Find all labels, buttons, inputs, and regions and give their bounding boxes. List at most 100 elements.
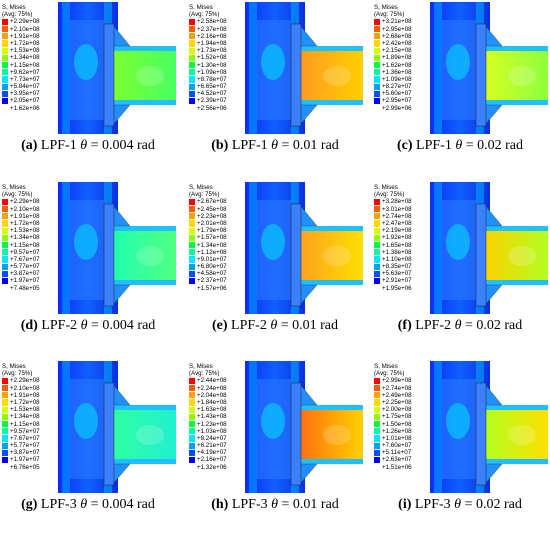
legend-swatch: [189, 242, 195, 249]
legend-value: +2.29e+08: [10, 18, 40, 26]
theta-symbol: θ: [80, 318, 88, 333]
legend-subtitle: (Avg: 75%): [2, 370, 33, 378]
legend-swatch: [374, 285, 380, 291]
legend-swatch: [189, 256, 195, 263]
legend-swatch: [189, 285, 195, 291]
legend-value: +1.65e+08: [382, 241, 412, 249]
legend-swatch: [374, 263, 380, 270]
contour-legend: S, Mises (Avg: 75%) +2.29e+08 +2.10e+08 +1.9…: [2, 184, 64, 292]
legend-swatch: [2, 18, 8, 26]
legend-swatch: [374, 220, 380, 227]
legend-entry: +1.65e+08: [374, 242, 436, 249]
legend-value: +1.50e+08: [382, 420, 412, 428]
legend-entry: +2.37e+08: [189, 26, 251, 33]
legend-swatch: [2, 220, 8, 227]
legend-value: +5.77e+07: [10, 263, 40, 271]
legend-swatch: [189, 220, 195, 227]
legend-swatch: [2, 83, 8, 90]
legend-entry: +5.11e+07: [374, 449, 436, 456]
legend-swatch: [2, 464, 8, 470]
panel-caption: (f) LPF-2 θ = 0.02 rad: [372, 318, 548, 334]
legend-entry: +1.34e+08: [2, 413, 64, 420]
legend-subtitle: (Avg: 75%): [2, 191, 33, 199]
legend-entry: +2.37e+07: [189, 277, 251, 284]
legend-value: +1.72e+08: [10, 398, 40, 406]
legend-entry: +4.58e+07: [189, 270, 251, 277]
legend-value: +1.75e+08: [382, 413, 412, 421]
legend-value: +5.11e+07: [382, 449, 412, 457]
legend-entry: +8.24e+07: [189, 435, 251, 442]
legend-value: +1.62e+06: [10, 104, 40, 112]
legend-swatch: [189, 47, 195, 54]
caption-angle: = 0.01 rad: [281, 497, 339, 512]
legend-swatch: [374, 206, 380, 213]
legend-value: +9.62e+07: [10, 68, 40, 76]
contour-legend: S, Mises (Avg: 75%) +2.99e+08 +2.74e+08 +2.4…: [374, 363, 436, 471]
panel-caption: (h) LPF-3 θ = 0.01 rad: [187, 497, 363, 513]
legend-entry: +1.62e+06: [2, 105, 64, 112]
legend-swatch: [189, 456, 195, 464]
legend-swatch: [189, 26, 195, 33]
legend-swatch: [2, 242, 8, 249]
legend-swatch: [189, 69, 195, 76]
legend-entry: +1.97e+07: [2, 277, 64, 284]
legend-value: +1.09e+08: [382, 75, 412, 83]
legend-value: +1.92e+08: [382, 234, 412, 242]
legend-value: +1.15e+08: [10, 420, 40, 428]
legend-swatch: [374, 421, 380, 428]
legend-entry: +9.01e+07: [189, 256, 251, 263]
contour-legend: S, Mises (Avg: 75%) +2.29e+08 +2.10e+08 +1.9…: [2, 4, 64, 112]
legend-swatch: [374, 249, 380, 256]
legend-swatch: [2, 90, 8, 97]
legend-entry: +1.91e+08: [2, 33, 64, 40]
legend-title: S, Mises: [374, 4, 398, 11]
legend-entry: +6.65e+07: [189, 83, 251, 90]
legend-entry: +1.53e+08: [2, 227, 64, 234]
legend-swatch: [2, 442, 8, 449]
legend-value: +2.95e+08: [382, 25, 412, 33]
legend-title: S, Mises: [189, 363, 213, 370]
legend-value: +5.63e+07: [382, 270, 412, 278]
legend-swatch: [374, 435, 380, 442]
legend-value: +1.84e+08: [197, 398, 227, 406]
legend-value: +1.52e+08: [197, 54, 227, 62]
fea-panel: S, Mises (Avg: 75%) +3.21e+08 +2.95e+08 +2.6…: [372, 2, 548, 157]
legend-subtitle: (Avg: 75%): [374, 11, 405, 19]
legend-entry: +9.57e+07: [2, 428, 64, 435]
legend-value: +1.15e+08: [10, 61, 40, 69]
fea-panel: S, Mises (Avg: 75%) +2.29e+08 +2.10e+08 +1.9…: [0, 361, 176, 516]
legend-entry: +1.72e+08: [2, 399, 64, 406]
legend-swatch: [374, 456, 380, 464]
fea-panel: S, Mises (Avg: 75%) +2.58e+08 +2.37e+08 +2.1…: [187, 2, 363, 157]
legend-entry: +9.62e+07: [2, 69, 64, 76]
legend-entry: +1.34e+08: [2, 234, 64, 241]
legend-value: +1.62e+08: [382, 61, 412, 69]
legend-entry: +2.24e+08: [189, 385, 251, 392]
caption-specimen: LPF-3: [414, 497, 451, 512]
legend-swatch: [2, 198, 8, 206]
legend-swatch: [374, 198, 380, 206]
legend-value: +5.77e+07: [10, 442, 40, 450]
legend-value: +2.74e+08: [382, 384, 412, 392]
legend-value: +1.72e+08: [10, 219, 40, 227]
legend-entry: +1.84e+08: [189, 399, 251, 406]
legend-entry: +1.72e+08: [2, 220, 64, 227]
legend-value: +2.99e+08: [382, 377, 412, 385]
legend-value: +2.67e+08: [197, 198, 227, 206]
legend-value: +8.78e+07: [197, 75, 227, 83]
legend-swatch: [374, 54, 380, 62]
legend-value: +5.60e+07: [382, 90, 412, 98]
fea-contour-drawing: [245, 361, 363, 493]
legend-swatch: [2, 277, 8, 285]
legend-value: +3.01e+08: [382, 205, 412, 213]
legend-swatch: [2, 54, 8, 62]
legend-entry: +2.44e+08: [189, 377, 251, 384]
legend-entry: +4.19e+07: [189, 449, 251, 456]
contour-legend: S, Mises (Avg: 75%) +2.67e+08 +2.45e+08 +2.2…: [189, 184, 251, 292]
legend-swatch: [2, 227, 8, 234]
panel-caption: (b) LPF-1 θ = 0.01 rad: [187, 138, 363, 154]
legend-value: +2.45e+08: [197, 205, 227, 213]
legend-value: +1.38e+08: [382, 248, 412, 256]
legend-entry: +1.51e+06: [374, 464, 436, 471]
legend-title: S, Mises: [2, 363, 26, 370]
